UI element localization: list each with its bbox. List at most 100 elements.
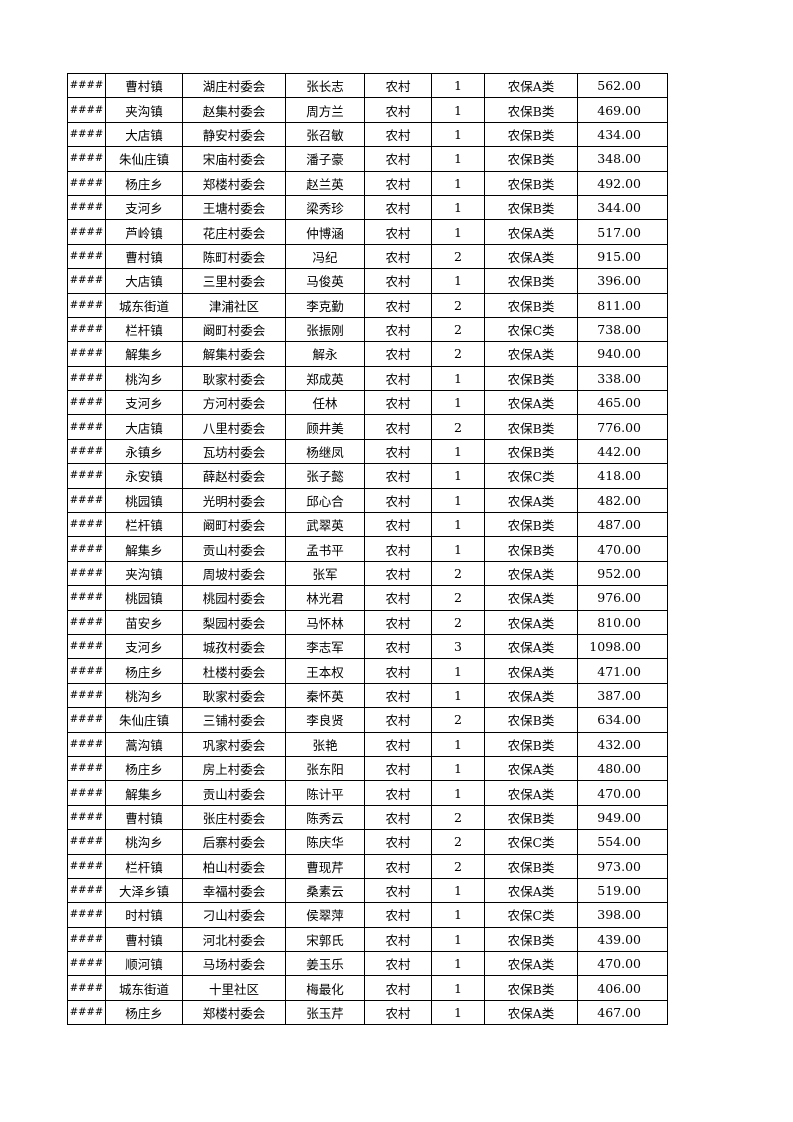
area-type-cell: 农村 bbox=[364, 560, 432, 587]
table-row: #### 夹沟镇 周坡村委会 张军 农村 2 农保A类 952.00 bbox=[67, 560, 668, 587]
id-cell: #### bbox=[67, 365, 106, 392]
township-cell: 栏杆镇 bbox=[105, 316, 183, 343]
township-cell: 解集乡 bbox=[105, 536, 183, 562]
name-cell: 陈计平 bbox=[285, 780, 365, 806]
area-type-cell: 农村 bbox=[364, 731, 432, 757]
township-cell: 支河乡 bbox=[105, 390, 183, 416]
count-cell: 2 bbox=[431, 292, 485, 318]
township-cell: 支河乡 bbox=[105, 194, 183, 221]
table-row: #### 曹村镇 湖庄村委会 张长志 农村 1 农保A类 562.00 bbox=[67, 72, 668, 99]
name-cell: 武翠英 bbox=[285, 512, 365, 538]
count-cell: 1 bbox=[431, 268, 485, 294]
amount-cell: 465.00 bbox=[577, 390, 668, 416]
id-cell: #### bbox=[67, 926, 106, 953]
table-row: #### 城东街道 津浦社区 李克勤 农村 2 农保B类 811.00 bbox=[67, 292, 668, 318]
township-cell: 大店镇 bbox=[105, 268, 183, 294]
area-type-cell: 农村 bbox=[364, 365, 432, 392]
id-cell: #### bbox=[67, 146, 106, 172]
insurance-class-cell: 农保A类 bbox=[484, 999, 578, 1026]
area-type-cell: 农村 bbox=[364, 268, 432, 294]
village-cell: 耿家村委会 bbox=[182, 682, 286, 709]
table-row: #### 顺河镇 马场村委会 姜玉乐 农村 1 农保A类 470.00 bbox=[67, 951, 668, 977]
count-cell: 1 bbox=[431, 438, 485, 465]
amount-cell: 480.00 bbox=[577, 755, 668, 782]
village-cell: 解集村委会 bbox=[182, 341, 286, 367]
table-row: #### 蒿沟镇 巩家村委会 张艳 农村 1 农保B类 432.00 bbox=[67, 731, 668, 757]
village-cell: 桃园村委会 bbox=[182, 585, 286, 611]
id-cell: #### bbox=[67, 170, 106, 196]
area-type-cell: 农村 bbox=[364, 926, 432, 953]
name-cell: 李克勤 bbox=[285, 292, 365, 318]
township-cell: 夹沟镇 bbox=[105, 97, 183, 123]
village-cell: 贡山村委会 bbox=[182, 780, 286, 806]
insurance-class-cell: 农保C类 bbox=[484, 902, 578, 928]
insurance-class-cell: 农保B类 bbox=[484, 268, 578, 294]
area-type-cell: 农村 bbox=[364, 999, 432, 1026]
amount-cell: 434.00 bbox=[577, 121, 668, 148]
id-cell: #### bbox=[67, 438, 106, 465]
township-cell: 大店镇 bbox=[105, 414, 183, 440]
count-cell: 2 bbox=[431, 341, 485, 367]
insurance-class-cell: 农保B类 bbox=[484, 146, 578, 172]
insurance-class-cell: 农保A类 bbox=[484, 487, 578, 514]
id-cell: #### bbox=[67, 390, 106, 416]
table-row: #### 桃园镇 光明村委会 邱心合 农村 1 农保A类 482.00 bbox=[67, 487, 668, 514]
id-cell: #### bbox=[67, 243, 106, 270]
id-cell: #### bbox=[67, 97, 106, 123]
count-cell: 1 bbox=[431, 682, 485, 709]
count-cell: 1 bbox=[431, 72, 485, 99]
area-type-cell: 农村 bbox=[364, 390, 432, 416]
id-cell: #### bbox=[67, 633, 106, 660]
amount-cell: 338.00 bbox=[577, 365, 668, 392]
id-cell: #### bbox=[67, 560, 106, 587]
area-type-cell: 农村 bbox=[364, 829, 432, 855]
count-cell: 1 bbox=[431, 780, 485, 806]
name-cell: 李志军 bbox=[285, 633, 365, 660]
id-cell: #### bbox=[67, 804, 106, 831]
table-row: #### 曹村镇 陈町村委会 冯纪 农村 2 农保A类 915.00 bbox=[67, 243, 668, 270]
id-cell: #### bbox=[67, 72, 106, 99]
village-cell: 瓦坊村委会 bbox=[182, 438, 286, 465]
area-type-cell: 农村 bbox=[364, 658, 432, 684]
village-cell: 十里社区 bbox=[182, 975, 286, 1001]
name-cell: 潘子豪 bbox=[285, 146, 365, 172]
table-row: #### 时村镇 刁山村委会 侯翠萍 农村 1 农保C类 398.00 bbox=[67, 902, 668, 928]
count-cell: 2 bbox=[431, 829, 485, 855]
insurance-class-cell: 农保A类 bbox=[484, 560, 578, 587]
name-cell: 张东阳 bbox=[285, 755, 365, 782]
village-cell: 薛赵村委会 bbox=[182, 463, 286, 489]
count-cell: 3 bbox=[431, 633, 485, 660]
amount-cell: 915.00 bbox=[577, 243, 668, 270]
township-cell: 杨庄乡 bbox=[105, 755, 183, 782]
id-cell: #### bbox=[67, 951, 106, 977]
id-cell: #### bbox=[67, 682, 106, 709]
id-cell: #### bbox=[67, 853, 106, 879]
name-cell: 解永 bbox=[285, 341, 365, 367]
insurance-class-cell: 农保A类 bbox=[484, 682, 578, 709]
insurance-class-cell: 农保A类 bbox=[484, 243, 578, 270]
insurance-class-cell: 农保B类 bbox=[484, 804, 578, 831]
table-row: #### 桃沟乡 耿家村委会 秦怀英 农村 1 农保A类 387.00 bbox=[67, 682, 668, 709]
id-cell: #### bbox=[67, 999, 106, 1026]
amount-cell: 398.00 bbox=[577, 902, 668, 928]
area-type-cell: 农村 bbox=[364, 170, 432, 196]
name-cell: 杨继凤 bbox=[285, 438, 365, 465]
area-type-cell: 农村 bbox=[364, 438, 432, 465]
table-row: #### 苗安乡 梨园村委会 马怀林 农村 2 农保A类 810.00 bbox=[67, 609, 668, 635]
table-row: #### 大泽乡镇 幸福村委会 桑素云 农村 1 农保A类 519.00 bbox=[67, 877, 668, 904]
township-cell: 芦岭镇 bbox=[105, 219, 183, 245]
amount-cell: 776.00 bbox=[577, 414, 668, 440]
table-row: #### 桃沟乡 后寨村委会 陈庆华 农村 2 农保C类 554.00 bbox=[67, 829, 668, 855]
table-row: #### 栏杆镇 柏山村委会 曹现芹 农村 2 农保B类 973.00 bbox=[67, 853, 668, 879]
area-type-cell: 农村 bbox=[364, 609, 432, 635]
id-cell: #### bbox=[67, 219, 106, 245]
insurance-class-cell: 农保A类 bbox=[484, 951, 578, 977]
table-row: #### 大店镇 三里村委会 马俊英 农村 1 农保B类 396.00 bbox=[67, 268, 668, 294]
table-row: #### 支河乡 城孜村委会 李志军 农村 3 农保A类 1098.00 bbox=[67, 633, 668, 660]
village-cell: 贡山村委会 bbox=[182, 536, 286, 562]
village-cell: 幸福村委会 bbox=[182, 877, 286, 904]
village-cell: 郑楼村委会 bbox=[182, 170, 286, 196]
area-type-cell: 农村 bbox=[364, 414, 432, 440]
name-cell: 曹现芹 bbox=[285, 853, 365, 879]
village-cell: 郑楼村委会 bbox=[182, 999, 286, 1026]
